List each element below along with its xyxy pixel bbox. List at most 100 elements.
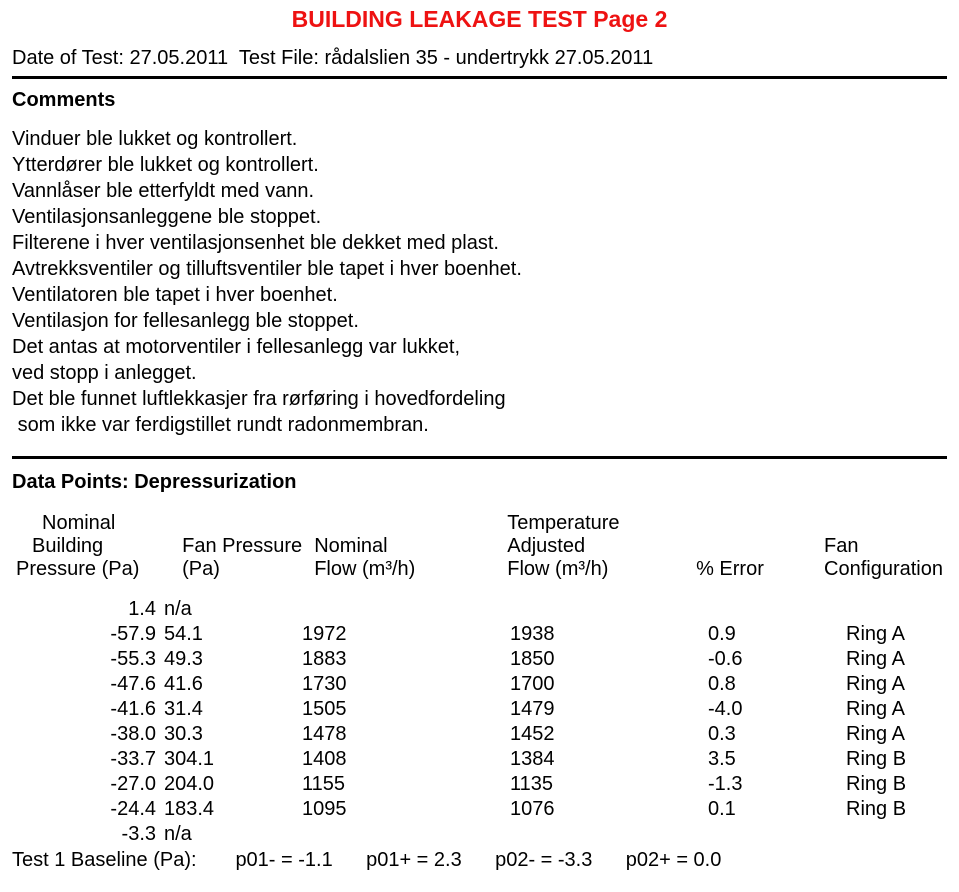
baseline-p02p: p02+ = 0.0 xyxy=(626,849,722,871)
cell-c2: 54.1 xyxy=(160,622,298,647)
cell-c4: 1076 xyxy=(506,797,704,822)
cell-c1: -57.9 xyxy=(12,622,160,647)
cell-c4 xyxy=(506,822,704,847)
comments-heading: Comments xyxy=(12,89,947,112)
cell-c5 xyxy=(704,597,842,622)
table-row: -41.631.415051479-4.0Ring A xyxy=(12,697,947,722)
hdr-nominal2: Nominal xyxy=(310,535,503,558)
cell-c2: n/a xyxy=(160,597,298,622)
comment-line: Filterene i hver ventilasjonsenhet ble d… xyxy=(12,230,947,256)
cell-c4: 1700 xyxy=(506,672,704,697)
divider-mid xyxy=(12,456,947,459)
meta-line: Date of Test: 27.05.2011 Test File: råda… xyxy=(12,47,947,70)
cell-c2: 183.4 xyxy=(160,797,298,822)
cell-c4: 1479 xyxy=(506,697,704,722)
page-title: BUILDING LEAKAGE TEST Page 2 xyxy=(12,6,947,33)
cell-c4 xyxy=(506,597,704,622)
hdr-fan: Fan xyxy=(820,535,947,558)
cell-c6: Ring B xyxy=(842,772,947,797)
cell-c1: -55.3 xyxy=(12,647,160,672)
cell-c6 xyxy=(842,822,947,847)
date-label: Date of Test: xyxy=(12,47,124,69)
hdr-error: % Error xyxy=(692,558,820,581)
comment-line: Det antas at motorventiler i fellesanleg… xyxy=(12,334,947,360)
cell-c3 xyxy=(298,822,506,847)
table-row: -57.954.1197219380.9Ring A xyxy=(12,622,947,647)
hdr-flow2: Flow (m³/h) xyxy=(503,558,692,581)
cell-c1: -3.3 xyxy=(12,822,160,847)
page-container: BUILDING LEAKAGE TEST Page 2 Date of Tes… xyxy=(0,0,959,892)
cell-c3 xyxy=(298,597,506,622)
column-headers-table: Nominal Temperature Building Fan Pressur… xyxy=(12,512,947,581)
cell-c1: -47.6 xyxy=(12,672,160,697)
cell-c5 xyxy=(704,822,842,847)
cell-c5: 0.3 xyxy=(704,722,842,747)
cell-c6: Ring A xyxy=(842,722,947,747)
cell-c2: 49.3 xyxy=(160,647,298,672)
table-row: -3.3n/a xyxy=(12,822,947,847)
cell-c1: -41.6 xyxy=(12,697,160,722)
cell-c1: -33.7 xyxy=(12,747,160,772)
cell-c6 xyxy=(842,597,947,622)
file-value: rådalslien 35 - undertrykk 27.05.2011 xyxy=(324,47,653,69)
cell-c6: Ring B xyxy=(842,797,947,822)
comment-line: Vinduer ble lukket og kontrollert. xyxy=(12,126,947,152)
datapoints-heading: Data Points: Depressurization xyxy=(12,471,947,494)
table-row: 1.4n/a xyxy=(12,597,947,622)
file-label: Test File: xyxy=(239,47,319,69)
cell-c6: Ring A xyxy=(842,622,947,647)
cell-c5: 0.1 xyxy=(704,797,842,822)
cell-c2: n/a xyxy=(160,822,298,847)
table-row: -47.641.6173017000.8Ring A xyxy=(12,672,947,697)
hdr-nominal: Nominal xyxy=(12,512,178,535)
hdr-building: Building xyxy=(12,535,178,558)
comment-line: Ventilatoren ble tapet i hver boenhet. xyxy=(12,282,947,308)
hdr-adjusted: Adjusted xyxy=(503,535,692,558)
hdr-config: Configuration xyxy=(820,558,947,581)
cell-c3: 1095 xyxy=(298,797,506,822)
cell-c1: 1.4 xyxy=(12,597,160,622)
cell-c1: -38.0 xyxy=(12,722,160,747)
cell-c3: 1155 xyxy=(298,772,506,797)
comment-line: Avtrekksventiler og tilluftsventiler ble… xyxy=(12,256,947,282)
cell-c5: 0.8 xyxy=(704,672,842,697)
cell-c4: 1384 xyxy=(506,747,704,772)
hdr-temperature: Temperature xyxy=(503,512,692,535)
cell-c3: 1478 xyxy=(298,722,506,747)
hdr-flow1: Flow (m³/h) xyxy=(310,558,503,581)
table-row: -27.0204.011551135-1.3Ring B xyxy=(12,772,947,797)
cell-c5: -0.6 xyxy=(704,647,842,672)
comment-line: Ytterdører ble lukket og kontrollert. xyxy=(12,152,947,178)
comment-line: ved stopp i anlegget. xyxy=(12,360,947,386)
comment-line: som ikke var ferdigstillet rundt radonme… xyxy=(12,412,947,438)
cell-c6: Ring B xyxy=(842,747,947,772)
cell-c3: 1883 xyxy=(298,647,506,672)
cell-c5: -1.3 xyxy=(704,772,842,797)
cell-c6: Ring A xyxy=(842,697,947,722)
comment-line: Det ble funnet luftlekkasjer fra rørføri… xyxy=(12,386,947,412)
cell-c2: 41.6 xyxy=(160,672,298,697)
data-table: 1.4n/a-57.954.1197219380.9Ring A-55.349.… xyxy=(12,597,947,847)
cell-c5: -4.0 xyxy=(704,697,842,722)
baseline-p02m: p02- = -3.3 xyxy=(495,849,592,871)
cell-c6: Ring A xyxy=(842,672,947,697)
cell-c3: 1408 xyxy=(298,747,506,772)
cell-c3: 1505 xyxy=(298,697,506,722)
baseline-label: Test 1 Baseline (Pa): xyxy=(12,849,197,871)
cell-c1: -27.0 xyxy=(12,772,160,797)
date-value: 27.05.2011 xyxy=(129,47,228,69)
baseline-p01m: p01- = -1.1 xyxy=(235,849,332,871)
baseline-line: Test 1 Baseline (Pa): p01- = -1.1 p01+ =… xyxy=(12,849,947,872)
divider-top xyxy=(12,76,947,79)
comment-line: Vannlåser ble etterfyldt med vann. xyxy=(12,178,947,204)
table-row: -24.4183.4109510760.1Ring B xyxy=(12,797,947,822)
cell-c6: Ring A xyxy=(842,647,947,672)
cell-c2: 30.3 xyxy=(160,722,298,747)
cell-c4: 1850 xyxy=(506,647,704,672)
hdr-fanpressure: Fan Pressure xyxy=(178,535,310,558)
hdr-pa: (Pa) xyxy=(178,558,310,581)
cell-c1: -24.4 xyxy=(12,797,160,822)
cell-c3: 1972 xyxy=(298,622,506,647)
cell-c4: 1938 xyxy=(506,622,704,647)
cell-c2: 304.1 xyxy=(160,747,298,772)
